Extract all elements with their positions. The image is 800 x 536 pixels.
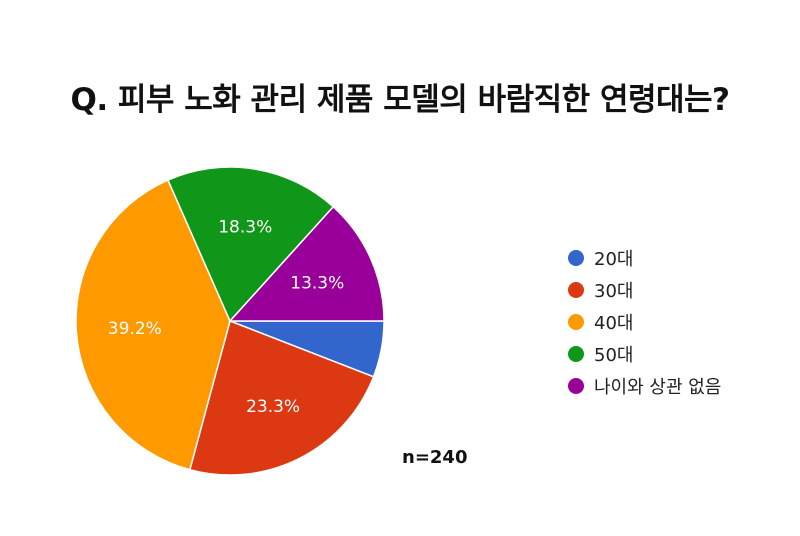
legend-label-30s: 30대	[594, 281, 634, 302]
pie-slice-40s	[75, 179, 231, 471]
legend-swatch-30s	[568, 282, 584, 298]
pie-slice-30s	[188, 319, 375, 476]
legend-swatch-20s	[568, 250, 584, 266]
legend-label-40s: 40대	[594, 313, 634, 334]
pie-label-40s: 39.2%	[108, 319, 162, 339]
legend-swatch-50s	[568, 346, 584, 362]
legend-item-50s: 50대	[568, 338, 721, 370]
sample-size-note: n=240	[402, 447, 468, 468]
pie-slice-any-age	[228, 205, 385, 322]
legend-item-30s: 30대	[568, 274, 721, 306]
legend-label-20s: 20대	[594, 249, 634, 270]
legend-item-any-age: 나이와 상관 없음	[568, 370, 721, 402]
pie-label-any-age: 13.3%	[290, 273, 344, 293]
chart-title: Q. 피부 노화 관리 제품 모델의 바람직한 연령대는?	[70, 82, 730, 118]
pie-label-50s: 18.3%	[218, 218, 272, 238]
legend-item-40s: 40대	[568, 306, 721, 338]
legend-swatch-any-age	[568, 378, 584, 394]
legend-label-50s: 50대	[594, 345, 634, 366]
legend-item-20s: 20대	[568, 242, 721, 274]
pie-label-30s: 23.3%	[246, 397, 300, 417]
legend-label-any-age: 나이와 상관 없음	[594, 377, 722, 398]
legend-swatch-40s	[568, 314, 584, 330]
pie-slice-50s	[166, 166, 335, 323]
legend: 20대 30대 40대 50대 나이와 상관 없음	[568, 242, 721, 402]
